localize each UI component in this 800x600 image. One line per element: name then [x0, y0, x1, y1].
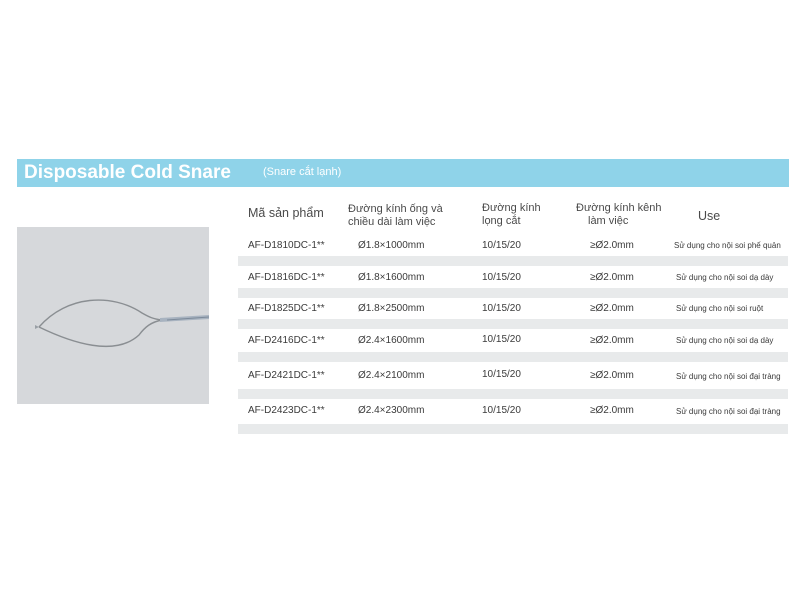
row-band: [238, 424, 788, 434]
loop-diameter: 10/15/20: [482, 303, 521, 314]
product-code: AF-D1810DC-1**: [248, 240, 325, 251]
header-loop-line2: lọng cắt: [482, 215, 521, 227]
loop-diameter: 10/15/20: [482, 369, 521, 380]
product-code: AF-D1825DC-1**: [248, 303, 325, 314]
channel-diameter: ≥Ø2.0mm: [590, 303, 634, 314]
header-channel-line2: làm việc: [588, 215, 629, 227]
sheath-size: Ø2.4×1600mm: [358, 335, 425, 346]
row-band: [238, 288, 788, 298]
product-photo: [17, 227, 209, 404]
use-description: Sử dụng cho nội soi phế quản: [674, 241, 781, 250]
header-sheath-line2: chiều dài làm việc: [348, 216, 436, 228]
cold-snare-loop-icon: [35, 299, 209, 348]
use-description: Sử dụng cho nội soi đại tràng: [676, 372, 781, 381]
loop-diameter: 10/15/20: [482, 240, 521, 251]
channel-diameter: ≥Ø2.0mm: [590, 272, 634, 283]
header-code: Mã sản phẩm: [248, 206, 324, 220]
sheath-size: Ø2.4×2300mm: [358, 405, 425, 416]
channel-diameter: ≥Ø2.0mm: [590, 370, 634, 381]
product-title: Disposable Cold Snare: [24, 162, 231, 183]
row-band: [238, 389, 788, 399]
channel-diameter: ≥Ø2.0mm: [590, 240, 634, 251]
use-description: Sử dụng cho nội soi dạ dày: [676, 273, 774, 282]
use-description: Sử dụng cho nội soi ruột: [676, 304, 764, 313]
title-banner: Disposable Cold Snare (Snare cắt lạnh): [17, 159, 789, 187]
row-band: [238, 256, 788, 266]
row-band: [238, 319, 788, 329]
product-code: AF-D1816DC-1**: [248, 272, 325, 283]
product-code: AF-D2416DC-1**: [248, 335, 325, 346]
loop-diameter: 10/15/20: [482, 334, 521, 345]
use-description: Sử dụng cho nội soi dạ dày: [676, 336, 774, 345]
header-use: Use: [698, 209, 721, 223]
sheath-size: Ø1.8×1000mm: [358, 240, 425, 251]
product-subtitle: (Snare cắt lạnh): [263, 166, 342, 178]
sheath-size: Ø1.8×2500mm: [358, 303, 425, 314]
use-description: Sử dụng cho nội soi đại tràng: [676, 407, 781, 416]
channel-diameter: ≥Ø2.0mm: [590, 405, 634, 416]
sheath-size: Ø1.8×1600mm: [358, 272, 425, 283]
product-code: AF-D2421DC-1**: [248, 370, 325, 381]
header-channel-line1: Đường kính kênh: [576, 202, 662, 214]
loop-diameter: 10/15/20: [482, 405, 521, 416]
header-sheath-line1: Đường kính ống và: [348, 203, 443, 215]
product-code: AF-D2423DC-1**: [248, 405, 325, 416]
header-loop-line1: Đường kính: [482, 202, 541, 214]
sheath-size: Ø2.4×2100mm: [358, 370, 425, 381]
row-band: [238, 352, 788, 362]
loop-diameter: 10/15/20: [482, 272, 521, 283]
channel-diameter: ≥Ø2.0mm: [590, 335, 634, 346]
